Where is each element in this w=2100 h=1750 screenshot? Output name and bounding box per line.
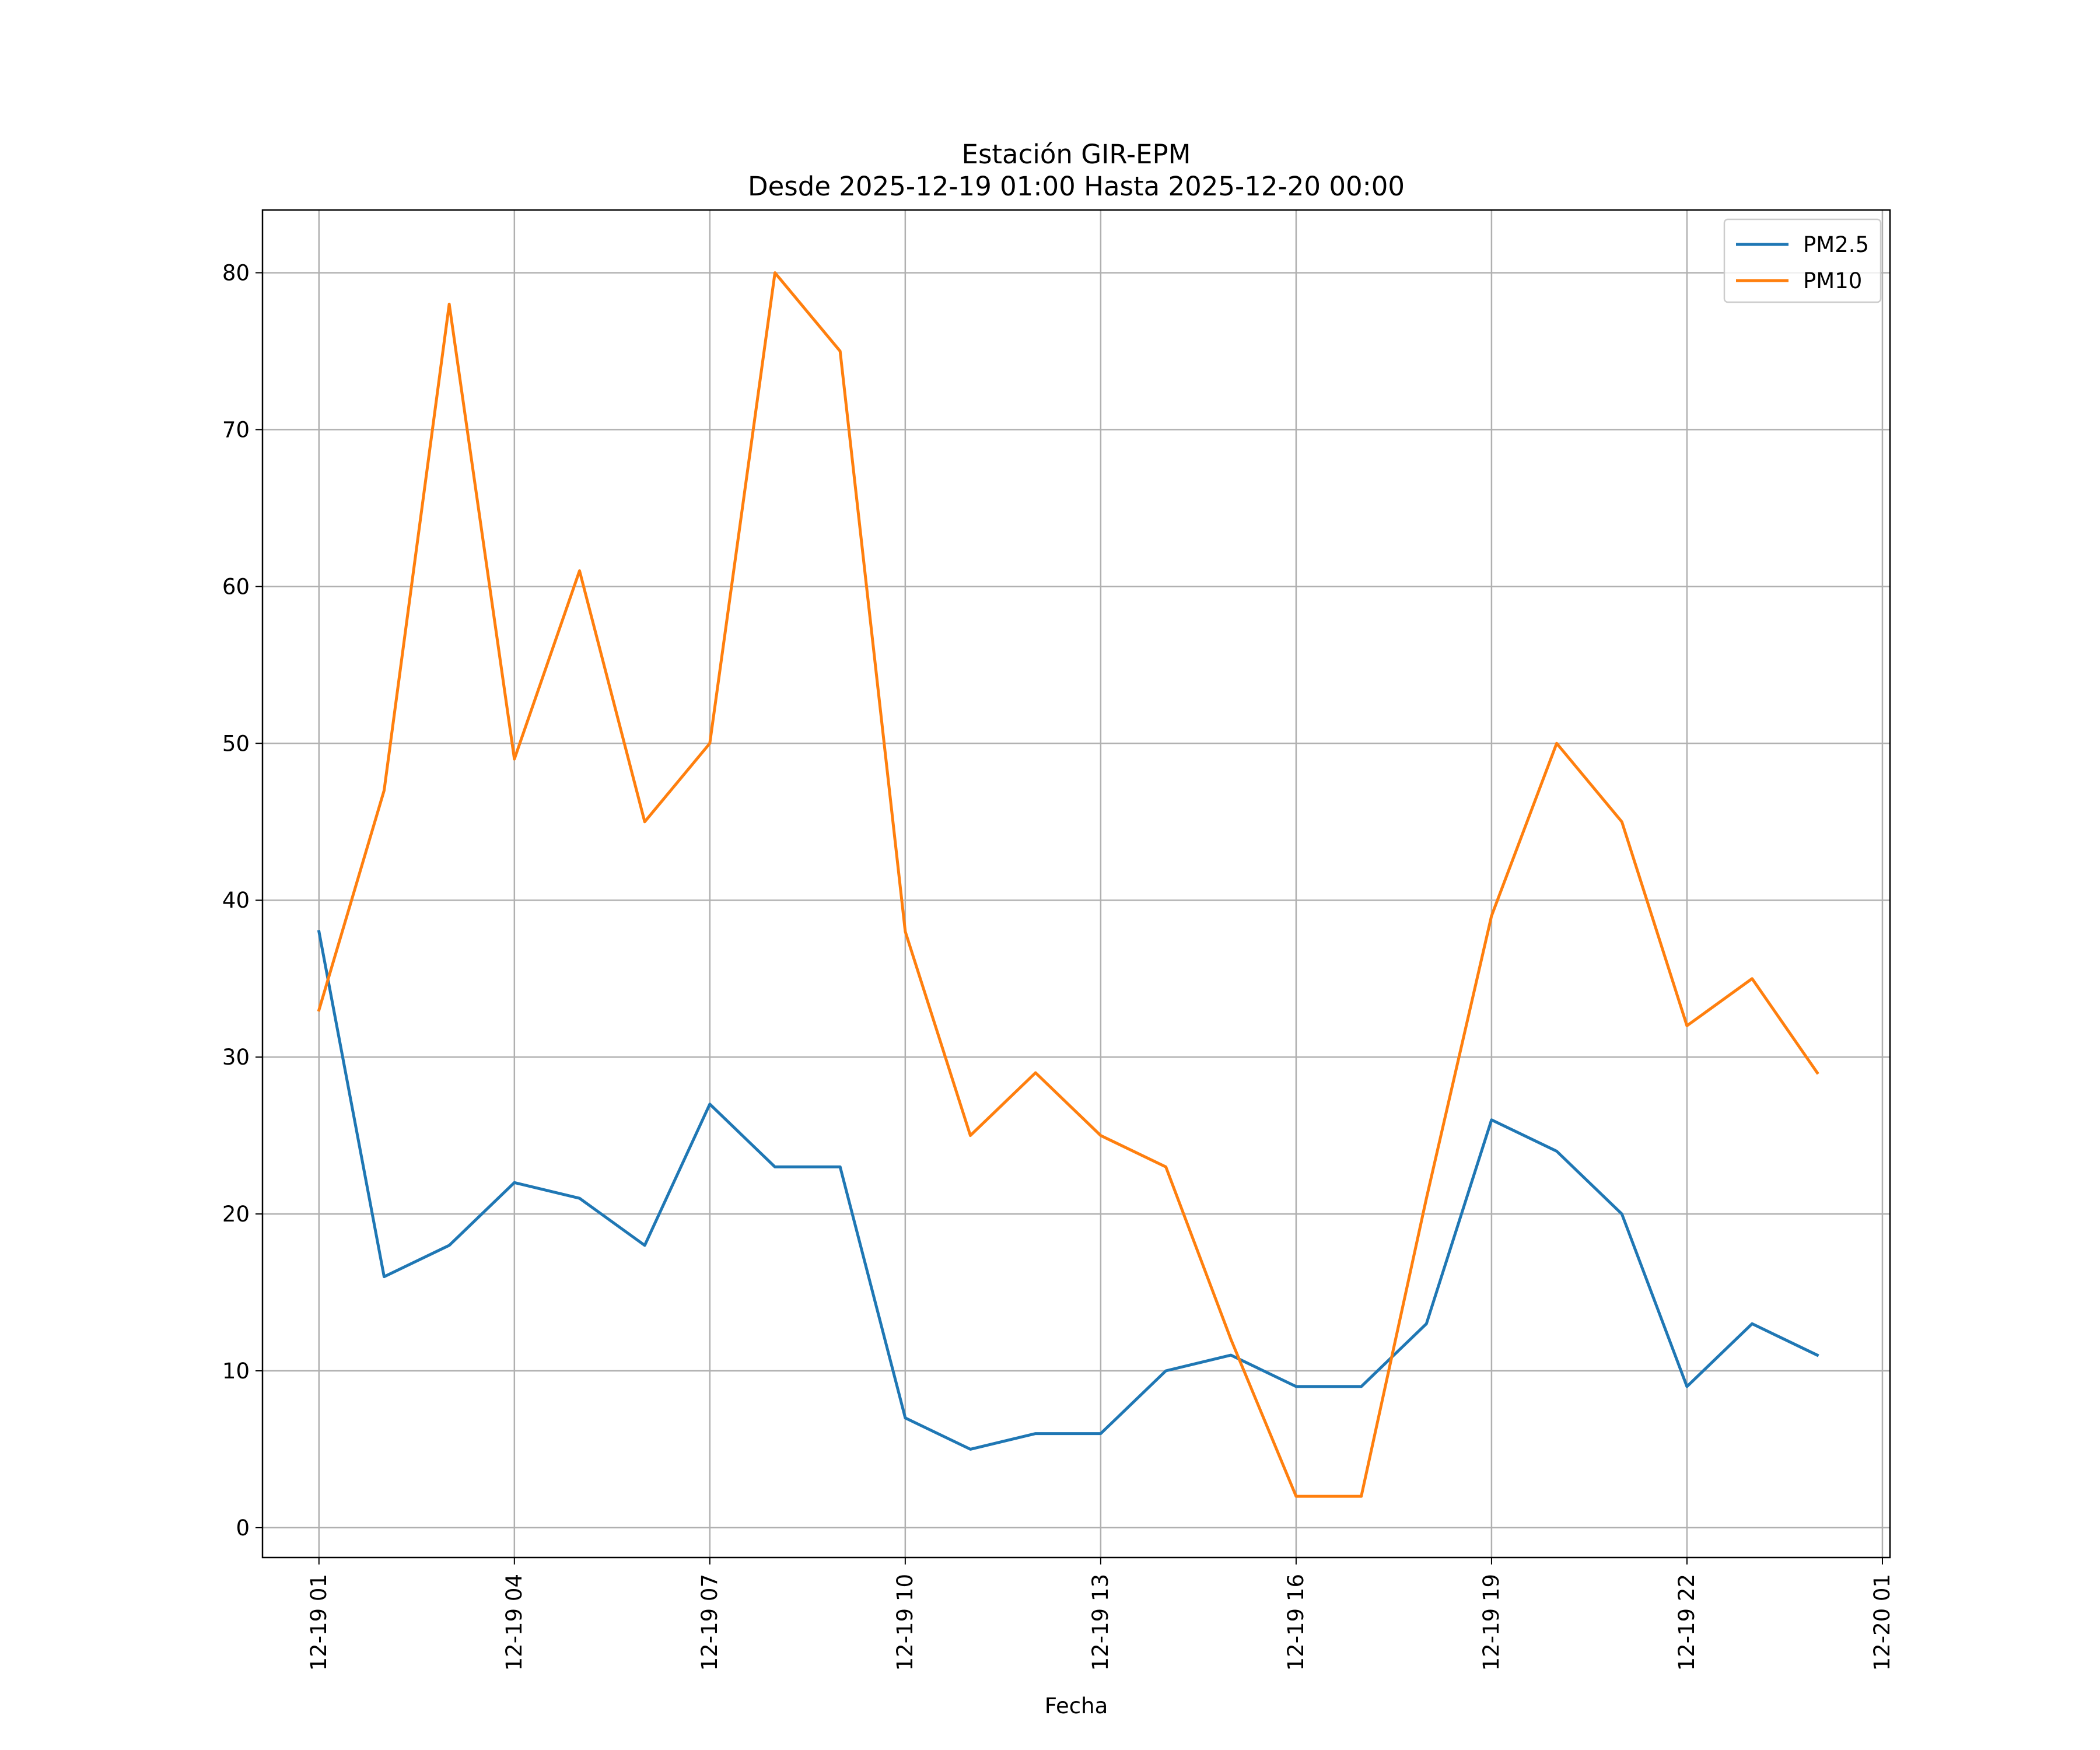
x-tick-label: 12-19 19 [1479, 1574, 1504, 1671]
x-tick-label: 12-19 13 [1088, 1574, 1113, 1671]
legend-label: PM2.5 [1803, 232, 1869, 257]
y-tick-label: 80 [222, 261, 250, 286]
y-tick-label: 40 [222, 888, 250, 913]
y-axis-ticks: 0 10 20 30 40 50 60 70 80 [222, 261, 262, 1541]
series-lines [317, 271, 1819, 1498]
y-tick-label: 70 [222, 417, 250, 442]
legend: PM2.5 PM10 [1723, 218, 1882, 303]
y-tick-label: 30 [222, 1045, 250, 1070]
legend-label: PM10 [1803, 268, 1862, 293]
y-tick-label: 60 [222, 574, 250, 599]
y-tick-label: 0 [236, 1516, 250, 1541]
chart-title: Estación GIR-EPM [962, 139, 1191, 170]
series-line-pm10 [317, 271, 1819, 1498]
series-line-pm25 [317, 930, 1819, 1451]
x-tick-label: 12-19 07 [697, 1574, 722, 1671]
grid [262, 210, 1890, 1558]
x-axis-ticks: 12-19 01 12-19 04 12-19 07 12-19 10 12-19 13… [306, 1558, 1895, 1671]
x-tick-label: 12-20 01 [1870, 1574, 1895, 1671]
x-tick-label: 12-19 10 [892, 1574, 918, 1671]
x-tick-label: 12-19 01 [306, 1574, 331, 1671]
x-axis-label: Fecha [1045, 1693, 1108, 1718]
y-tick-label: 50 [222, 731, 250, 756]
y-tick-label: 10 [222, 1359, 250, 1384]
y-tick-label: 20 [222, 1202, 250, 1227]
plot-frame [261, 209, 1891, 1559]
chart-subtitle: Desde 2025-12-19 01:00 Hasta 2025-12-20 … [748, 171, 1405, 202]
x-tick-label: 12-19 22 [1674, 1574, 1699, 1671]
x-tick-label: 12-19 04 [502, 1574, 527, 1671]
x-tick-label: 12-19 16 [1283, 1574, 1308, 1671]
